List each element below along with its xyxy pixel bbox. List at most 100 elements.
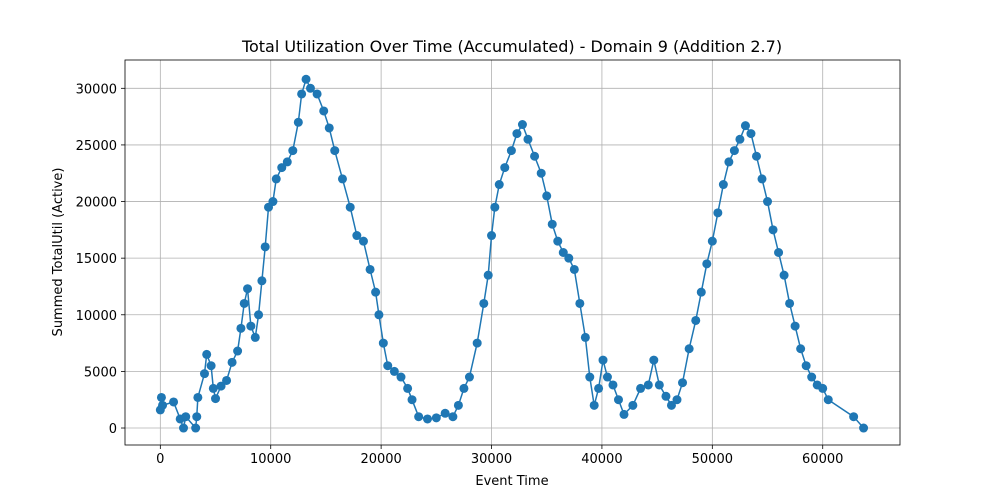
- y-tick-label: 30000: [76, 82, 117, 97]
- data-point: [859, 423, 869, 433]
- data-point: [585, 372, 595, 382]
- data-point: [268, 197, 278, 207]
- data-point: [569, 264, 579, 274]
- data-point: [785, 298, 795, 308]
- plot-frame: [124, 59, 901, 446]
- data-point: [517, 120, 527, 130]
- x-tick-label: 0: [156, 452, 164, 467]
- y-tick-label: 20000: [76, 196, 117, 211]
- data-point: [297, 89, 307, 99]
- data-point: [191, 423, 201, 433]
- data-point: [672, 395, 682, 405]
- data-point: [181, 412, 191, 422]
- data-point: [239, 298, 249, 308]
- data-point: [542, 191, 552, 201]
- data-point: [211, 394, 221, 404]
- data-point: [553, 236, 563, 246]
- data-point: [598, 355, 608, 365]
- data-point: [383, 361, 393, 371]
- y-tick-label: 15000: [76, 252, 117, 267]
- data-point: [547, 219, 557, 229]
- data-point: [233, 346, 243, 356]
- x-tick-label: 50000: [692, 452, 733, 467]
- series-line: [159, 77, 865, 431]
- data-point: [589, 400, 599, 410]
- data-point: [319, 106, 329, 116]
- data-point: [199, 369, 209, 379]
- data-point: [243, 284, 253, 294]
- data-point: [324, 123, 334, 133]
- data-point: [713, 208, 723, 218]
- data-point: [431, 413, 441, 423]
- data-point: [374, 310, 384, 320]
- data-point: [740, 121, 750, 131]
- data-point: [246, 321, 256, 331]
- data-point: [257, 276, 267, 286]
- data-point: [192, 412, 202, 422]
- data-point: [796, 344, 806, 354]
- data-point: [702, 259, 712, 269]
- data-point: [282, 157, 292, 167]
- data-point: [472, 338, 482, 348]
- data-point: [608, 380, 618, 390]
- data-point: [378, 338, 388, 348]
- data-point: [352, 231, 362, 241]
- data-point: [403, 383, 413, 393]
- data-point: [594, 383, 604, 393]
- data-point: [849, 412, 859, 422]
- data-point: [156, 392, 166, 402]
- data-point: [707, 236, 717, 246]
- data-point: [208, 383, 218, 393]
- data-point: [757, 174, 767, 184]
- data-point: [389, 366, 399, 376]
- data-point: [345, 202, 355, 212]
- data-point: [580, 332, 590, 342]
- data-point: [414, 412, 424, 422]
- data-point: [564, 253, 574, 263]
- x-tick-label: 20000: [360, 452, 401, 467]
- data-point: [483, 270, 493, 280]
- data-point: [506, 146, 516, 156]
- data-point: [301, 74, 311, 84]
- data-point: [801, 361, 811, 371]
- x-axis-label: Event Time: [475, 474, 548, 489]
- data-point: [654, 380, 664, 390]
- data-point: [277, 163, 287, 173]
- y-tick-label: 25000: [76, 139, 117, 154]
- data-point: [523, 134, 533, 144]
- data-point: [422, 414, 432, 424]
- data-point: [227, 357, 237, 367]
- data-point: [512, 129, 522, 139]
- data-point: [696, 287, 706, 297]
- data-point: [536, 168, 546, 178]
- data-point: [453, 400, 463, 410]
- data-point: [494, 180, 504, 190]
- data-point: [464, 372, 474, 382]
- data-point: [330, 146, 340, 156]
- data-point: [487, 231, 497, 241]
- data-point: [691, 315, 701, 325]
- data-point: [643, 380, 653, 390]
- data-point: [661, 391, 671, 401]
- data-point: [684, 344, 694, 354]
- data-point: [448, 412, 458, 422]
- data-point: [751, 151, 761, 161]
- data-point: [678, 378, 688, 388]
- data-point: [735, 134, 745, 144]
- data-point: [396, 372, 406, 382]
- data-point: [724, 157, 734, 167]
- data-point: [206, 361, 216, 371]
- data-point: [407, 395, 417, 405]
- y-tick-label: 5000: [84, 365, 117, 380]
- data-point: [490, 202, 500, 212]
- data-point: [575, 298, 585, 308]
- data-point: [312, 89, 322, 99]
- data-point: [202, 349, 212, 359]
- data-point: [636, 383, 646, 393]
- data-point: [628, 400, 638, 410]
- data-point: [666, 400, 676, 410]
- data-point: [459, 383, 469, 393]
- data-point: [337, 174, 347, 184]
- data-point: [365, 264, 375, 274]
